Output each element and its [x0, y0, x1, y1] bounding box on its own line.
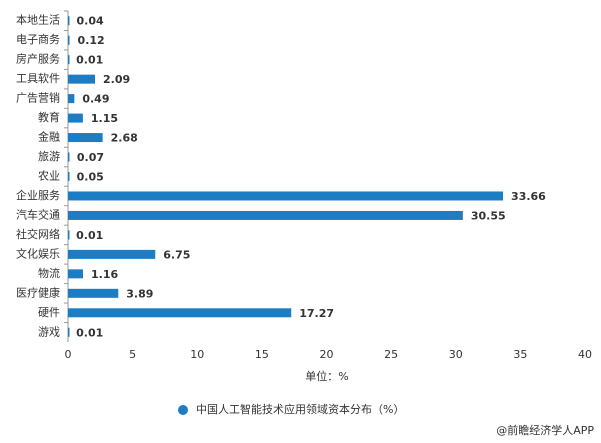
bar — [68, 249, 156, 259]
bar — [68, 308, 292, 318]
value-label: 3.89 — [126, 287, 153, 300]
y-tick-label: 电子商务 — [16, 32, 60, 46]
y-tick-label: 金融 — [38, 130, 60, 144]
y-tick-label: 房产服务 — [16, 52, 60, 66]
source: @前瞻经济学人APP — [496, 423, 594, 437]
y-tick-label: 硬件 — [38, 306, 60, 319]
bar — [68, 94, 75, 104]
legend-label: 中国人工智能技术应用领域资本分布（%） — [196, 402, 404, 416]
legend-marker — [178, 405, 188, 415]
y-tick-label: 农业 — [38, 169, 60, 183]
bar — [68, 113, 83, 123]
y-tick-label: 社交网络 — [16, 227, 60, 241]
bar — [68, 269, 83, 279]
value-label: 2.09 — [103, 73, 130, 86]
x-tick-label: 10 — [190, 348, 204, 361]
x-tick-label: 20 — [320, 348, 334, 361]
y-tick-label: 旅游 — [38, 149, 60, 163]
bar — [68, 230, 70, 240]
value-label: 30.55 — [471, 209, 506, 222]
y-tick-label: 广告营销 — [16, 91, 60, 105]
bar — [68, 288, 119, 298]
x-tick-label: 40 — [578, 348, 592, 361]
x-tick-label: 5 — [129, 348, 136, 361]
value-label: 33.66 — [511, 190, 546, 203]
value-label: 0.12 — [78, 34, 105, 47]
bar — [68, 327, 70, 337]
bar — [68, 172, 70, 181]
bar — [68, 152, 70, 162]
bar — [68, 74, 96, 84]
x-tick-label: 15 — [255, 348, 269, 361]
y-tick-label: 本地生活 — [16, 13, 60, 27]
value-label: 2.68 — [111, 132, 138, 145]
value-label: 17.27 — [299, 307, 334, 320]
y-tick-label: 教育 — [38, 110, 60, 124]
bar — [68, 55, 70, 65]
value-label: 0.01 — [76, 54, 103, 67]
x-tick-label: 25 — [384, 348, 398, 361]
y-tick-label: 物流 — [38, 266, 60, 280]
value-label: 6.75 — [163, 248, 190, 261]
y-tick-label: 游戏 — [38, 325, 60, 338]
bar — [68, 210, 463, 220]
value-label: 1.16 — [91, 268, 118, 281]
value-label: 0.01 — [76, 229, 103, 242]
value-label: 0.49 — [82, 93, 109, 106]
bar — [68, 35, 70, 45]
bar — [68, 191, 504, 201]
x-tick-label: 0 — [65, 348, 72, 361]
y-tick-label: 医疗健康 — [16, 285, 60, 299]
x-tick-label: 35 — [513, 348, 527, 361]
bar — [68, 16, 70, 26]
value-label: 0.01 — [76, 326, 103, 339]
x-axis-label: 单位：% — [305, 369, 348, 383]
value-label: 0.04 — [77, 15, 104, 28]
y-tick-label: 企业服务 — [16, 188, 60, 202]
y-tick-label: 文化娱乐 — [16, 246, 60, 260]
y-tick-label: 汽车交通 — [16, 207, 60, 221]
x-tick-label: 30 — [449, 348, 463, 361]
value-label: 0.05 — [77, 171, 104, 184]
value-label: 1.15 — [91, 112, 118, 125]
y-tick-label: 工具软件 — [16, 71, 60, 85]
value-label: 0.07 — [77, 151, 104, 164]
bar — [68, 133, 103, 143]
